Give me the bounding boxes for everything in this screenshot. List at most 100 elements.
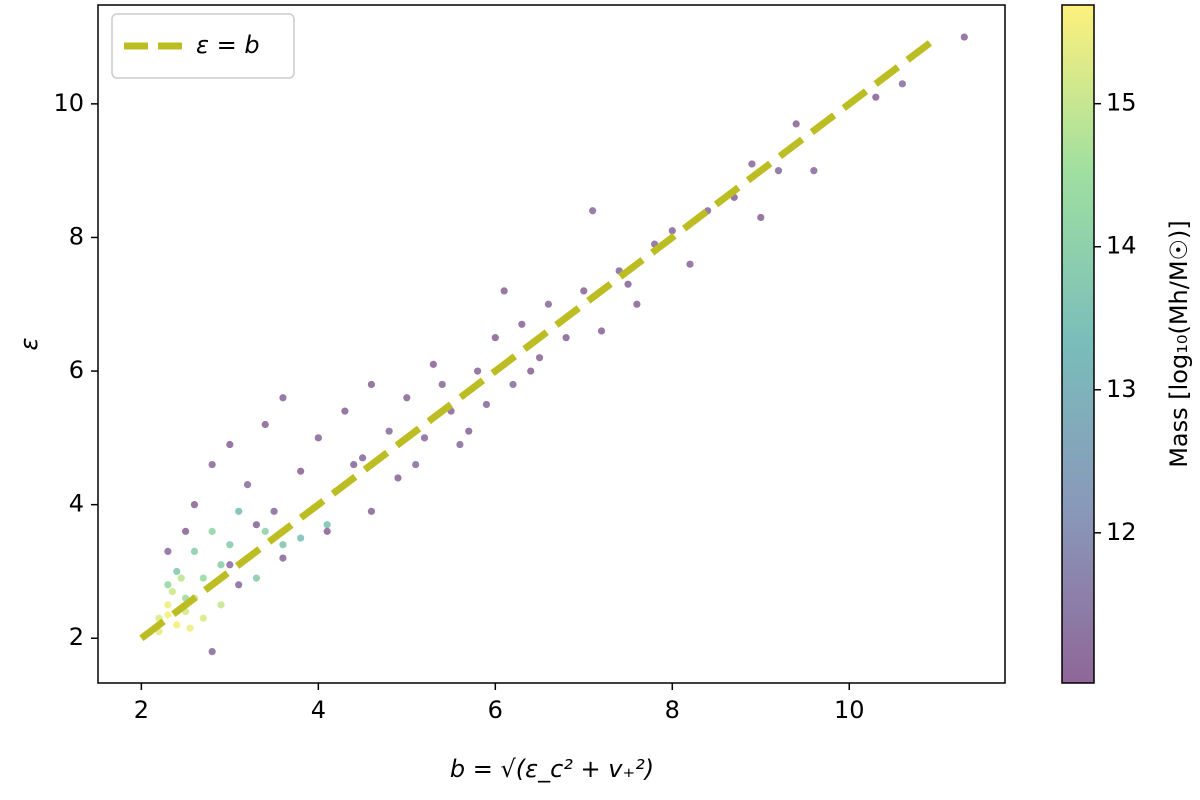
colorbar-tick-label: 15 xyxy=(1106,89,1137,117)
scatter-point xyxy=(412,460,420,469)
scatter-point xyxy=(208,527,216,535)
y-tick-label: 8 xyxy=(69,222,84,250)
scatter-point xyxy=(173,567,181,576)
scatter-point xyxy=(226,541,234,549)
y-tick-label: 6 xyxy=(69,356,84,384)
colorbar-tick-label: 13 xyxy=(1106,375,1137,403)
scatter-point xyxy=(190,547,199,556)
scatter-point xyxy=(527,367,535,375)
y-tick-label: 4 xyxy=(69,490,84,518)
scatter-point xyxy=(168,587,176,596)
scatter-point xyxy=(208,648,216,656)
scatter-point xyxy=(624,280,632,288)
scatter-point xyxy=(385,427,393,435)
scatter-point xyxy=(668,227,676,235)
scatter-point xyxy=(164,547,172,556)
scatter-point xyxy=(810,167,818,175)
colorbar-label: Mass [log₁₀(Mh/M☉)] xyxy=(1165,220,1193,468)
scatter-point xyxy=(589,207,597,215)
scatter-point xyxy=(190,501,199,509)
reference-line xyxy=(139,34,940,642)
scatter-point xyxy=(403,394,411,402)
scatter-point xyxy=(297,534,305,542)
scatter-point xyxy=(279,554,287,562)
colorbar-tick-label: 14 xyxy=(1106,232,1137,260)
scatter-point xyxy=(898,80,906,88)
colorbar xyxy=(1061,4,1095,684)
colorbar-tick-label: 12 xyxy=(1106,518,1137,546)
x-tick-label: 4 xyxy=(311,696,326,724)
scatter-point xyxy=(757,213,765,222)
scatter-point xyxy=(252,574,260,582)
scatter-point xyxy=(261,420,269,429)
plot-frame xyxy=(97,4,1006,684)
scatter-point xyxy=(509,380,517,389)
scatter-point xyxy=(350,460,358,469)
scatter-point xyxy=(243,481,252,489)
x-tick-label: 2 xyxy=(134,696,149,724)
scatter-point xyxy=(341,407,349,415)
scatter-point xyxy=(164,581,172,589)
scatter-point xyxy=(429,360,437,368)
scatter-point xyxy=(235,507,243,515)
scatter-point xyxy=(186,624,194,632)
scatter-point xyxy=(580,287,588,295)
scatter-point xyxy=(279,394,287,402)
scatter-point xyxy=(500,287,508,295)
scatter-point xyxy=(491,334,499,342)
scatter-point xyxy=(226,440,234,449)
scatter-point xyxy=(456,440,464,449)
scatter-point xyxy=(199,614,207,622)
scatter-point xyxy=(164,601,172,609)
scatter-point xyxy=(235,581,243,589)
scatter-point xyxy=(748,160,756,168)
scatter-point xyxy=(297,467,305,475)
scatter-point xyxy=(518,320,526,328)
y-tick-label: 2 xyxy=(69,623,84,651)
scatter-point xyxy=(279,541,287,549)
x-tick-label: 8 xyxy=(665,696,680,724)
scatter-point xyxy=(420,434,429,442)
x-tick-label: 10 xyxy=(834,696,865,724)
scatter-point xyxy=(182,527,190,535)
y-tick-label: 10 xyxy=(53,89,84,117)
scatter-point xyxy=(270,507,278,515)
scatter-point xyxy=(633,300,641,308)
scatter-point xyxy=(367,507,376,515)
scatter-point xyxy=(394,474,402,482)
x-tick-label: 6 xyxy=(488,696,503,724)
scatter-point xyxy=(323,527,331,535)
scatter-point xyxy=(438,380,446,389)
scatter-point xyxy=(164,611,172,619)
scatter-point xyxy=(792,120,800,128)
scatter-point xyxy=(562,334,570,342)
scatter-point xyxy=(465,427,473,435)
scatter-point xyxy=(535,354,544,362)
legend-label: ε = b xyxy=(196,31,260,59)
scatter-point xyxy=(367,380,376,389)
scatter-point xyxy=(199,574,207,582)
plot-area xyxy=(98,5,1005,683)
scatter-point xyxy=(177,574,185,582)
scatter-point xyxy=(774,167,783,175)
scatter-point xyxy=(173,621,181,629)
scatter-point xyxy=(261,527,269,535)
scatter-point xyxy=(686,260,694,268)
scatter-point xyxy=(358,454,367,462)
scatter-point xyxy=(208,460,216,469)
x-axis-label: b = √(ε_c² + v₊²) xyxy=(450,755,654,783)
y-axis-label: ε xyxy=(15,337,43,350)
scatter-point xyxy=(544,300,553,308)
scatter-point xyxy=(217,561,225,569)
scatter-point xyxy=(314,434,322,442)
scatter-point xyxy=(226,561,234,569)
scatter-point xyxy=(252,521,260,529)
scatter-point xyxy=(482,400,491,409)
scatter-point xyxy=(323,521,331,529)
scatter-point xyxy=(597,327,606,335)
legend-box xyxy=(111,13,295,79)
scatter-point xyxy=(217,601,225,609)
scatter-point xyxy=(960,33,968,41)
scatter-point xyxy=(872,93,880,101)
